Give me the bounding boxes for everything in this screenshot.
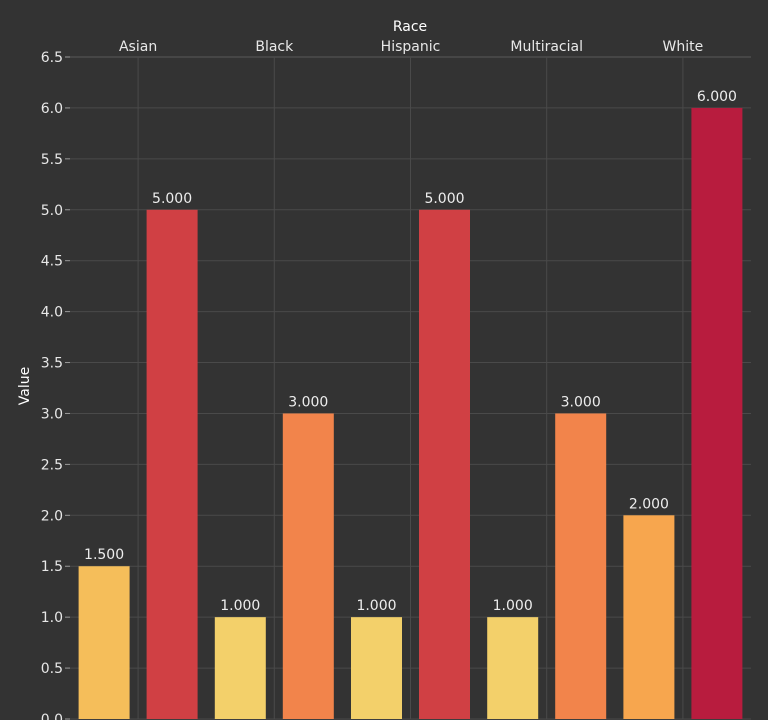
- y-axis-title: Value: [17, 367, 33, 405]
- x-axis-header: Race Asian Black Hispanic Multiracial White: [119, 19, 703, 55]
- y-tick-label: 5.0: [41, 203, 63, 219]
- y-tick-label: 6.5: [41, 50, 63, 66]
- bar[interactable]: [282, 413, 334, 719]
- y-tick-label: 3.5: [41, 356, 63, 372]
- bar-value-label: 1.000: [220, 598, 260, 614]
- bar-value-label: 1.000: [493, 598, 533, 614]
- y-tick-label: 1.5: [41, 559, 63, 575]
- bar-value-label: 2.000: [629, 496, 669, 512]
- bar[interactable]: [487, 617, 539, 719]
- bar[interactable]: [555, 413, 607, 719]
- y-axis: 0.0 0.5 1.0 1.5 2.0 2.5 3.0 3.5 4.0 4.5 5.0 5.5 6.0 6…: [41, 50, 70, 720]
- bar-value-label: 3.000: [561, 394, 601, 410]
- bar[interactable]: [351, 617, 402, 719]
- bars: 1.500 5.000 1.000 3.000 1.000 5.000 1.000 3.000…: [78, 89, 743, 719]
- bar[interactable]: [78, 566, 130, 719]
- category-label: Black: [255, 39, 294, 55]
- bar-value-label: 1.500: [84, 547, 124, 563]
- bar-value-label: 5.000: [424, 191, 464, 207]
- category-label: Multiracial: [510, 39, 583, 55]
- bar-value-label: 3.000: [288, 394, 328, 410]
- bar-value-label: 6.000: [697, 89, 737, 105]
- bar[interactable]: [623, 515, 675, 719]
- y-tick-label: 4.0: [41, 305, 63, 321]
- bar[interactable]: [691, 107, 743, 719]
- y-tick-label: 4.5: [41, 254, 63, 270]
- y-tick-label: 0.5: [41, 661, 63, 677]
- bar-value-label: 1.000: [356, 598, 396, 614]
- y-tick-label: 2.0: [41, 508, 63, 524]
- category-label: White: [663, 39, 704, 55]
- y-tick-label: 2.5: [41, 457, 63, 473]
- y-tick-label: 1.0: [41, 610, 63, 626]
- chart-title: Race: [393, 19, 427, 35]
- y-tick-label: 0.0: [41, 712, 63, 720]
- y-tick-label: 5.5: [41, 152, 63, 168]
- y-tick-label: 3.0: [41, 406, 63, 422]
- bar-value-label: 5.000: [152, 191, 192, 207]
- bar[interactable]: [146, 209, 198, 719]
- category-label: Hispanic: [381, 39, 441, 55]
- category-label: Asian: [119, 39, 157, 55]
- bar[interactable]: [419, 209, 470, 719]
- bar[interactable]: [214, 617, 266, 719]
- y-tick-label: 6.0: [41, 101, 63, 117]
